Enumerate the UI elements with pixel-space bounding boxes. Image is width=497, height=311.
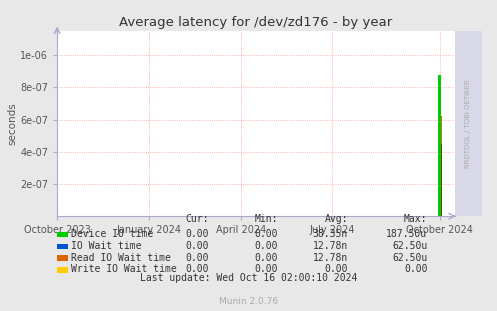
Text: 0.00: 0.00 [185, 241, 209, 251]
Text: 62.50u: 62.50u [392, 253, 427, 262]
Text: 0.00: 0.00 [255, 253, 278, 262]
Text: 0.00: 0.00 [185, 253, 209, 262]
Text: 12.78n: 12.78n [313, 253, 348, 262]
Text: 0.00: 0.00 [255, 229, 278, 239]
Text: Min:: Min: [255, 214, 278, 224]
Text: 0.00: 0.00 [325, 264, 348, 274]
Y-axis label: seconds: seconds [7, 102, 17, 145]
Bar [438, 75, 441, 216]
Bar [441, 116, 442, 216]
Text: 12.78n: 12.78n [313, 241, 348, 251]
Text: 0.00: 0.00 [185, 229, 209, 239]
Text: Munin 2.0.76: Munin 2.0.76 [219, 297, 278, 306]
Text: 0.00: 0.00 [404, 264, 427, 274]
Text: Max:: Max: [404, 214, 427, 224]
Text: Read IO Wait time: Read IO Wait time [71, 253, 171, 262]
Text: IO Wait time: IO Wait time [71, 241, 142, 251]
Text: 0.00: 0.00 [255, 264, 278, 274]
Text: 187.50u: 187.50u [386, 229, 427, 239]
Text: 38.35n: 38.35n [313, 229, 348, 239]
Text: 62.50u: 62.50u [392, 241, 427, 251]
Text: Device IO time: Device IO time [71, 229, 153, 239]
Text: 0.00: 0.00 [255, 241, 278, 251]
Text: 0.00: 0.00 [185, 264, 209, 274]
Text: Last update: Wed Oct 16 02:00:10 2024: Last update: Wed Oct 16 02:00:10 2024 [140, 273, 357, 283]
Text: RRDTOOL / TOBI OETIKER: RRDTOOL / TOBI OETIKER [465, 79, 472, 168]
Text: Avg:: Avg: [325, 214, 348, 224]
Title: Average latency for /dev/zd176 - by year: Average latency for /dev/zd176 - by year [119, 16, 393, 29]
Bar [441, 144, 442, 216]
Text: Cur:: Cur: [185, 214, 209, 224]
Text: Write IO Wait time: Write IO Wait time [71, 264, 177, 274]
